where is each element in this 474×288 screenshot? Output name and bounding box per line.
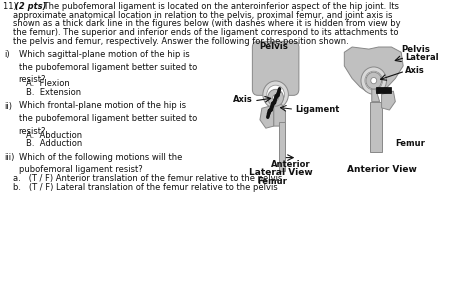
Text: Femur: Femur — [395, 139, 425, 148]
Circle shape — [263, 81, 288, 108]
Text: Anterior View: Anterior View — [346, 165, 417, 174]
Text: shown as a thick dark line in the figures below (with dashes where it is hidden : shown as a thick dark line in the figure… — [13, 20, 401, 29]
Text: The pubofemoral ligament is located on the anteroinferior aspect of the hip join: The pubofemoral ligament is located on t… — [41, 2, 399, 11]
Text: Which sagittal-plane motion of the hip is
the pubofemoral ligament better suited: Which sagittal-plane motion of the hip i… — [18, 50, 197, 84]
Polygon shape — [273, 104, 285, 126]
Text: Which frontal-plane motion of the hip is
the pubofemoral ligament better suited : Which frontal-plane motion of the hip is… — [18, 101, 197, 135]
Text: B.  Adduction: B. Adduction — [26, 139, 82, 149]
Circle shape — [273, 94, 279, 101]
FancyBboxPatch shape — [252, 41, 299, 95]
Text: i): i) — [5, 50, 10, 59]
Text: Lateral View: Lateral View — [249, 168, 312, 177]
Polygon shape — [279, 122, 285, 171]
Polygon shape — [344, 47, 403, 91]
Circle shape — [268, 89, 283, 106]
Text: Axis: Axis — [405, 66, 425, 75]
Text: Ligament: Ligament — [295, 105, 340, 114]
Circle shape — [361, 67, 386, 94]
Polygon shape — [376, 87, 392, 93]
Text: A.  Flexion: A. Flexion — [26, 79, 70, 88]
Text: b.   (T / F) Lateral translation of the femur relative to the pelvis: b. (T / F) Lateral translation of the fe… — [13, 183, 278, 192]
Polygon shape — [260, 105, 273, 128]
Text: ii): ii) — [5, 101, 13, 111]
Text: Pelvis: Pelvis — [401, 45, 430, 54]
Text: 11): 11) — [3, 2, 19, 11]
Circle shape — [371, 77, 377, 84]
Polygon shape — [370, 102, 382, 152]
Text: the pelvis and femur, respectively. Answer the following for the position shown.: the pelvis and femur, respectively. Answ… — [13, 37, 349, 46]
Text: the femur). The superior and inferior ends of the ligament correspond to its att: the femur). The superior and inferior en… — [13, 28, 399, 37]
Circle shape — [267, 85, 284, 104]
Text: A.  Abduction: A. Abduction — [26, 131, 82, 140]
Text: Femur: Femur — [258, 177, 288, 185]
Text: Which of the following motions will the
pubofemoral ligament resist?: Which of the following motions will the … — [18, 153, 182, 175]
Text: iii): iii) — [5, 153, 15, 162]
FancyBboxPatch shape — [264, 76, 287, 94]
Circle shape — [365, 71, 383, 90]
Text: B.  Extension: B. Extension — [26, 88, 81, 97]
Text: a.   (T / F) Anterior translation of the femur relative to the pelvis: a. (T / F) Anterior translation of the f… — [13, 174, 283, 183]
Text: (2 pts): (2 pts) — [15, 2, 46, 11]
Circle shape — [366, 72, 382, 89]
Text: Pelvis: Pelvis — [259, 42, 288, 51]
Text: approximate anatomical location in relation to the pelvis, proximal femur, and j: approximate anatomical location in relat… — [13, 11, 392, 20]
Text: Lateral: Lateral — [405, 53, 439, 62]
Text: Axis: Axis — [233, 95, 253, 104]
Text: Anterior: Anterior — [271, 160, 310, 169]
Polygon shape — [382, 91, 395, 110]
Polygon shape — [372, 89, 380, 102]
